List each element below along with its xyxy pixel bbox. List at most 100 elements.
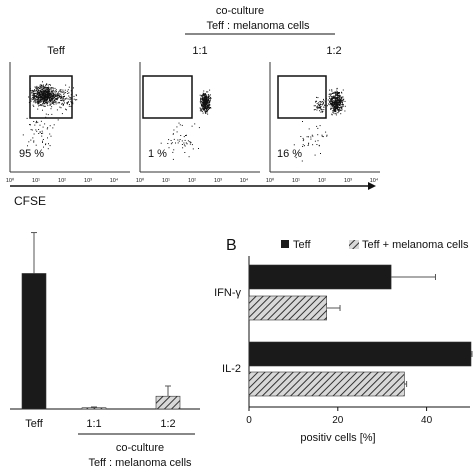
category-label: 1:2 — [160, 418, 175, 430]
flow-tick-label: 10² — [188, 178, 196, 184]
scatter-dot — [208, 100, 210, 102]
scatter-dot — [335, 106, 337, 108]
scatter-dot — [202, 109, 204, 111]
scatter-dot — [29, 100, 31, 102]
scatter-dot — [59, 102, 61, 104]
scatter-dot — [42, 87, 44, 89]
scatter-dot — [203, 100, 205, 102]
scatter-dot — [173, 138, 175, 140]
scatter-dot — [59, 106, 61, 108]
scatter-dot — [337, 95, 339, 96]
scatter-dot — [35, 86, 37, 88]
scatter-dot — [204, 99, 206, 101]
coculture-header-line2: Teff : melanoma cells — [206, 20, 310, 32]
scatter-dot — [37, 96, 39, 98]
scatter-dot — [39, 124, 41, 126]
scatter-dot — [329, 95, 331, 97]
scatter-dot — [340, 102, 342, 104]
scatter-dot — [167, 143, 169, 144]
scatter-dot — [316, 102, 318, 104]
scatter-dot — [48, 94, 50, 95]
scatter-dot — [342, 104, 344, 106]
scatter-dot — [325, 104, 327, 106]
scatter-dot — [37, 103, 39, 105]
scatter-dot — [63, 100, 65, 102]
scatter-dot — [52, 87, 54, 89]
scatter-dot — [205, 98, 207, 100]
bar — [81, 407, 107, 410]
scatter-dot — [36, 120, 37, 122]
scatter-dot — [187, 140, 189, 142]
scatter-dot — [331, 89, 333, 91]
scatter-dot — [42, 132, 44, 134]
scatter-dot — [320, 108, 322, 110]
scatter-dot — [50, 108, 52, 110]
scatter-dot — [57, 119, 59, 121]
scatter-dot — [337, 97, 339, 99]
scatter-dot — [317, 104, 319, 106]
scatter-dot — [327, 99, 329, 101]
scatter-dot — [65, 108, 66, 110]
scatter-dot — [34, 90, 36, 92]
scatter-dot — [182, 147, 184, 149]
scatter-dot — [335, 106, 337, 108]
scatter-dot — [333, 92, 335, 94]
scatter-dot — [192, 148, 194, 150]
scatter-dot — [37, 98, 39, 100]
scatter-dot — [35, 121, 37, 123]
scatter-dot — [41, 87, 43, 89]
scatter-dot — [37, 100, 39, 102]
scatter-dot — [58, 91, 59, 93]
scatter-dot — [295, 154, 297, 156]
scatter-dot — [340, 109, 342, 111]
scatter-dot — [63, 93, 65, 95]
column-label-teff: Teff — [47, 45, 65, 57]
scatter-dot — [39, 93, 41, 95]
scatter-dot — [307, 145, 309, 146]
scatter-dot — [55, 90, 57, 92]
scatter-dot — [207, 97, 209, 99]
scatter-dot — [44, 90, 46, 92]
scatter-dot — [31, 94, 33, 96]
scatter-dot — [46, 100, 47, 101]
scatter-dot — [44, 87, 46, 89]
scatter-dot — [34, 97, 36, 99]
scatter-dot — [207, 91, 209, 93]
scatter-dot — [53, 94, 54, 96]
scatter-dot — [61, 113, 63, 115]
scatter-dot — [302, 121, 303, 122]
scatter-dot — [189, 141, 191, 143]
scatter-dot — [168, 147, 170, 149]
scatter-dot — [34, 99, 36, 101]
scatter-dot — [198, 127, 200, 129]
scatter-dot — [326, 135, 328, 137]
scatter-dot — [325, 98, 327, 100]
scatter-dot — [38, 97, 39, 99]
scatter-dot — [339, 102, 340, 104]
scatter-dot — [43, 105, 45, 107]
scatter-dot — [330, 101, 332, 103]
scatter-dot — [36, 93, 38, 95]
scatter-dot — [336, 90, 338, 92]
scatter-dot — [46, 89, 48, 91]
scatter-dot — [67, 98, 69, 100]
scatter-dot — [333, 105, 335, 107]
flow-tick-label: 10¹ — [292, 178, 300, 184]
scatter-dot — [48, 88, 50, 90]
scatter-dot — [36, 93, 38, 95]
scatter-dot — [318, 106, 320, 108]
scatter-dot — [335, 110, 336, 112]
scatter-dot — [334, 100, 336, 102]
scatter-dot — [331, 97, 333, 99]
scatter-dot — [46, 87, 48, 89]
scatter-dot — [42, 92, 44, 94]
scatter-dot — [335, 97, 337, 99]
scatter-dot — [170, 140, 172, 141]
scatter-dot — [62, 99, 64, 101]
scatter-dot — [48, 98, 50, 100]
scatter-dot — [48, 93, 50, 95]
panel-b-label: B — [226, 237, 237, 254]
scatter-dot — [323, 109, 325, 111]
scatter-dot — [293, 144, 295, 146]
scatter-dot — [203, 103, 205, 105]
